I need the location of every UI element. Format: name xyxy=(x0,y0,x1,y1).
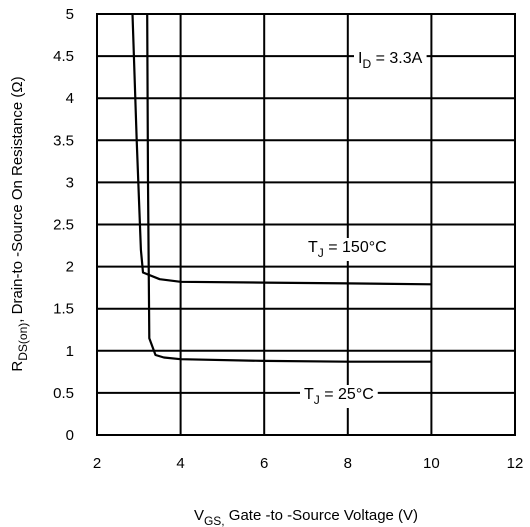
y-tick-label: 3.5 xyxy=(53,132,74,149)
series xyxy=(131,13,432,363)
y-tick-label: 4.5 xyxy=(53,48,74,65)
x-tick-label: 4 xyxy=(176,455,184,472)
y-tick-label: 0.5 xyxy=(53,385,74,402)
y-axis-label: RDS(on), Drain-to -Source On Resistance … xyxy=(9,76,30,371)
y-tick-label: 1 xyxy=(66,343,74,360)
y-tick-label: 1.5 xyxy=(53,301,74,318)
series-line-1 xyxy=(146,13,432,363)
series-label-25c-box xyxy=(300,385,378,408)
annotation-id: ID = 3.3A xyxy=(358,50,423,71)
series-label-150c: TJ = 150°C xyxy=(308,239,387,260)
plot-frame xyxy=(96,13,516,436)
y-tick-label: 2.5 xyxy=(53,217,74,234)
x-tick-label: 2 xyxy=(93,455,101,472)
series-label-25c: TJ = 25°C xyxy=(304,386,374,407)
x-axis-label: VGS, Gate -to -Source Voltage (V) xyxy=(194,507,418,527)
y-tick-label: 3 xyxy=(66,174,74,191)
grid xyxy=(97,14,515,435)
series-label-150c-box xyxy=(304,238,391,261)
y-tick-label: 2 xyxy=(66,259,74,276)
series-line-0 xyxy=(131,13,432,286)
x-tick-label: 8 xyxy=(344,455,352,472)
x-tick-label: 12 xyxy=(507,455,524,472)
y-tick-label: 0 xyxy=(66,427,74,444)
y-tick-label: 4 xyxy=(66,90,74,107)
annotation-id-box xyxy=(354,49,427,72)
tick-labels: 2 4 6 8 10 12 0 0.5 1 1.5 2 2.5 3 3.5 4 4.5 5 xyxy=(53,6,523,472)
y-tick-label: 5 xyxy=(66,6,74,23)
x-tick-label: 10 xyxy=(423,455,440,472)
x-tick-label: 6 xyxy=(260,455,268,472)
